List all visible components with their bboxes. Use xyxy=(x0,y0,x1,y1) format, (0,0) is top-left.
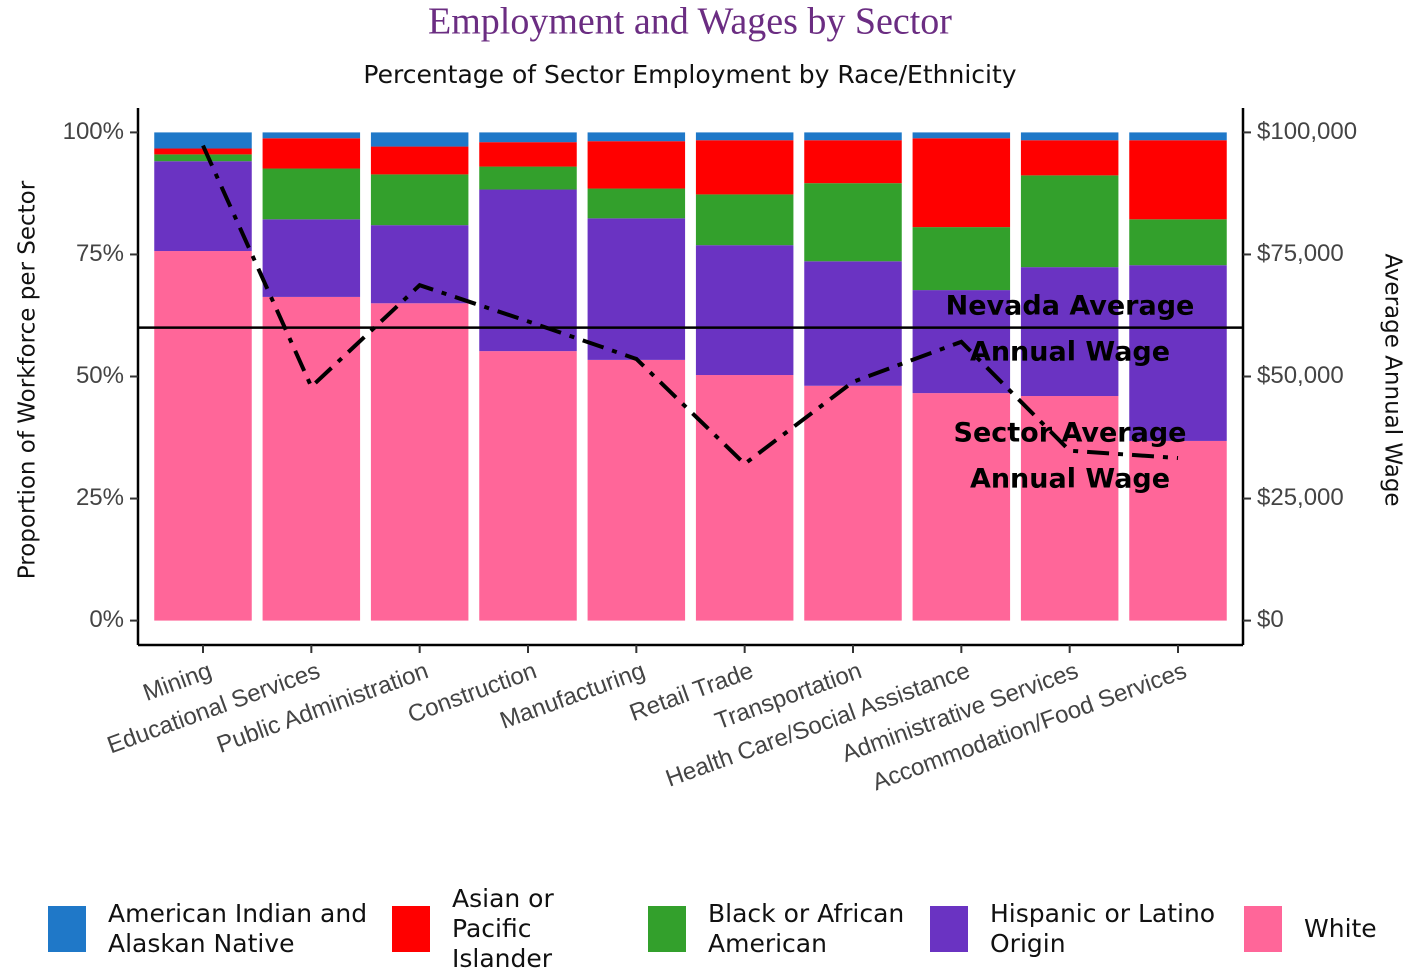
legend-item: White xyxy=(1244,906,1408,952)
bar-segment xyxy=(912,393,1011,621)
bar-segment xyxy=(587,188,686,219)
legend-key xyxy=(930,906,968,952)
legend-item: Asian or Pacific Islander xyxy=(392,884,626,974)
bar-segment xyxy=(1129,265,1227,441)
bar-segment xyxy=(912,227,1011,291)
bar-segment xyxy=(695,132,794,141)
bar-segment xyxy=(1129,132,1227,141)
annotation: Annual Wage xyxy=(970,464,1170,495)
annotation: Nevada Average xyxy=(946,291,1195,322)
legend-key xyxy=(48,906,86,952)
bar-segment xyxy=(479,166,577,190)
bar-segment xyxy=(370,303,469,621)
bar-segment xyxy=(1020,396,1119,621)
bar-segment xyxy=(1129,140,1227,220)
bar-segment xyxy=(804,183,902,262)
annotation: Sector Average xyxy=(954,418,1187,449)
bar-segment xyxy=(587,359,686,621)
bar-segment xyxy=(695,245,794,376)
bar-segment xyxy=(695,375,794,621)
legend-key xyxy=(1244,906,1282,952)
legend-key xyxy=(392,906,430,952)
bar-segment xyxy=(1020,175,1119,268)
bar-segment xyxy=(1020,267,1119,397)
bar-segment xyxy=(912,132,1011,139)
bar-segment xyxy=(370,174,469,226)
bar-segment xyxy=(154,132,252,149)
y-tick-label: 25% xyxy=(76,484,124,511)
bar-segment xyxy=(1020,132,1119,141)
bar-segment xyxy=(804,132,902,141)
bar-segment xyxy=(1129,219,1227,266)
bar-segment xyxy=(154,251,252,621)
bar-segment xyxy=(1020,140,1119,176)
y2-tick-label: $50,000 xyxy=(1257,362,1344,389)
legend-label: American Indian and Alaskan Native xyxy=(108,899,368,958)
y2-tick-label: $100,000 xyxy=(1257,118,1357,145)
bar-segment xyxy=(912,138,1011,228)
bar-segment xyxy=(587,132,686,142)
bar-segment xyxy=(262,132,361,139)
bar-segment xyxy=(262,168,361,220)
y-tick-label: 100% xyxy=(63,118,124,145)
bar-segment xyxy=(262,296,361,621)
bar-segment xyxy=(479,189,577,352)
legend-key xyxy=(648,906,686,952)
legend-label: Hispanic or Latino Origin xyxy=(990,899,1216,958)
bar-segment xyxy=(695,194,794,246)
bar-segment xyxy=(262,138,361,169)
bar-segment xyxy=(479,132,577,143)
legend-label: White xyxy=(1304,914,1377,943)
y2-tick-label: $25,000 xyxy=(1257,484,1344,511)
legend: American Indian and Alaskan Native Asian … xyxy=(48,884,1408,973)
y-tick-label: 75% xyxy=(76,240,124,267)
legend-label: Black or African American xyxy=(708,899,905,958)
y-tick-label: 0% xyxy=(89,606,124,633)
y-tick-label: 50% xyxy=(76,362,124,389)
legend-item: Hispanic or Latino Origin xyxy=(930,899,1222,959)
legend-item: Black or African American xyxy=(648,899,908,959)
chart: Employment and Wages by Sector Percentag… xyxy=(15,1,1406,796)
legend-label: Asian or Pacific Islander xyxy=(452,884,554,973)
chart-title: Employment and Wages by Sector xyxy=(428,1,952,43)
bar-segment xyxy=(804,261,902,386)
bar-segment xyxy=(587,218,686,360)
y2-axis-title: Average Annual Wage xyxy=(1380,253,1406,506)
bar-segment xyxy=(370,146,469,175)
bar-segment xyxy=(154,148,252,155)
bar-segment xyxy=(479,351,577,621)
bar-segment xyxy=(479,142,577,167)
bar-segment xyxy=(262,219,361,297)
chart-subtitle: Percentage of Sector Employment by Race/… xyxy=(363,60,1016,89)
annotation: Annual Wage xyxy=(970,337,1170,368)
bar-segment xyxy=(370,132,469,147)
bar-segment xyxy=(370,225,469,304)
bar-segment xyxy=(1129,440,1227,621)
bar-segment xyxy=(804,140,902,184)
y2-tick-label: $0 xyxy=(1257,606,1284,633)
y2-tick-label: $75,000 xyxy=(1257,240,1344,267)
y-axis-title: Proportion of Workforce per Sector xyxy=(15,180,41,579)
legend-item: American Indian and Alaskan Native xyxy=(48,899,370,959)
bar-segment xyxy=(587,141,686,189)
bar-segment xyxy=(154,161,252,252)
bar-segment xyxy=(154,154,252,162)
bar-segment xyxy=(695,140,794,195)
bar-segment xyxy=(804,385,902,621)
